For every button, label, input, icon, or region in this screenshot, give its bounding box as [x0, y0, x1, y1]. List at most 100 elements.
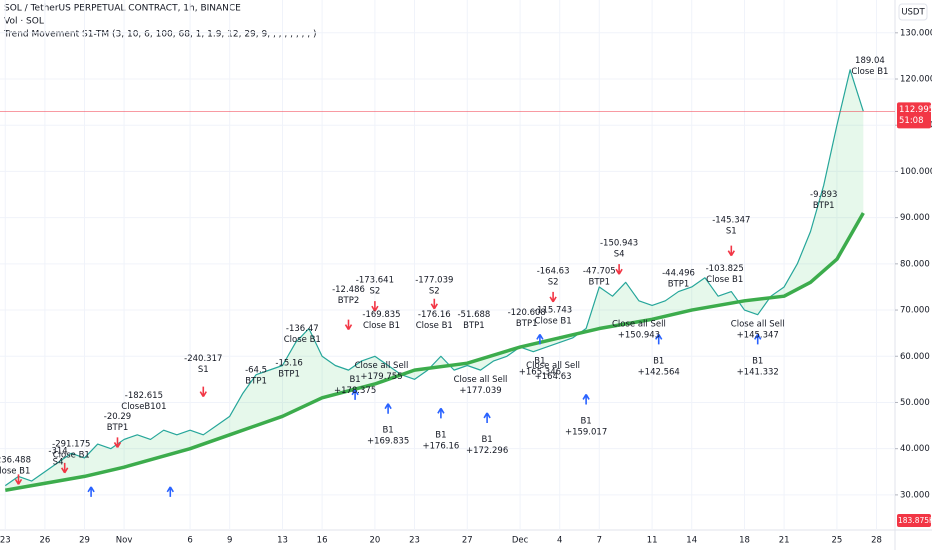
annotation-text: -9.893 — [810, 190, 837, 200]
x-tick-label: 21 — [779, 536, 790, 546]
annotation-text: -12.486 — [332, 285, 365, 295]
last-volume-label: 183.875K — [898, 516, 932, 525]
annotation: Close all Sell+150.943 — [612, 319, 666, 340]
x-tick-label: 26 — [39, 536, 50, 546]
annotation: B1+165.346 — [519, 356, 561, 377]
annotation: B1+142.564 — [638, 356, 680, 377]
annotation-text: -145.347 — [712, 215, 750, 225]
annotation-text: +159.017 — [565, 427, 607, 437]
y-tick-label: 90.000 — [900, 213, 930, 223]
sell-arrow — [14, 474, 23, 485]
buy-arrow — [754, 333, 762, 345]
sell-arrow — [371, 301, 379, 312]
annotation-text: BTP1 — [278, 370, 300, 380]
annotation-text: Close B1 — [535, 317, 572, 327]
annotation-text: +150.943 — [618, 330, 660, 340]
annotation-text: S2 — [429, 287, 440, 297]
annotation-text: +142.564 — [638, 367, 680, 377]
x-tick-label: 20 — [369, 536, 380, 546]
symbol-title: SOL / TetherUS PERPETUAL CONTRACT, 1h, B… — [4, 4, 241, 14]
sell-arrow — [430, 298, 438, 310]
sell-arrow — [113, 437, 122, 448]
x-tick-label: 23 — [409, 536, 420, 546]
volume-legend[interactable]: Vol · SOL — [4, 17, 44, 27]
annotation-text: -64.5 — [245, 366, 267, 376]
buy-arrow — [582, 394, 590, 405]
currency-label[interactable]: USDT — [901, 8, 925, 18]
y-tick-label: 120.000 — [900, 75, 932, 85]
y-tick-label: 100.000 — [900, 167, 932, 177]
annotation-text: Close B1 — [363, 321, 400, 331]
annotation-text: -47.705 — [583, 266, 616, 276]
grid-layer — [0, 0, 895, 530]
annotation-text: -291.175 — [52, 440, 90, 450]
annotation: B1+178.375 — [334, 375, 376, 396]
y-tick-label: 60.000 — [900, 352, 930, 362]
annotation-text: Close all Sell — [612, 319, 666, 329]
y-tick-label: 80.000 — [900, 259, 930, 269]
sell-arrow — [727, 245, 735, 257]
x-tick-label: 23 — [0, 536, 11, 546]
last-price-box — [897, 102, 931, 129]
annotation-text: +177.039 — [459, 386, 501, 396]
x-tick-label: 27 — [462, 536, 473, 546]
indicator-legend[interactable]: Trend Movement S1-TM (3, 10, 6, 100, 68,… — [3, 30, 317, 40]
buy-arrow — [87, 486, 95, 497]
x-tick-label: Nov — [116, 536, 133, 546]
annotation-text: Close all Sell — [526, 361, 580, 371]
annotation-text: +178.375 — [334, 386, 376, 396]
annotation-text: BTP1 — [589, 277, 611, 287]
annotation-text: -240.317 — [184, 354, 222, 364]
annotation: Close all Sell+179.755 — [355, 361, 409, 382]
currency-button[interactable] — [898, 3, 928, 21]
annotation-text: S1 — [198, 365, 209, 375]
annotation: Close all Sell+177.039 — [454, 375, 508, 396]
buy-arrow — [384, 403, 392, 414]
annotation-text: Close B1 — [284, 335, 321, 345]
annotation-text: -44.496 — [662, 269, 695, 279]
annotation-text: Close all Sell — [731, 319, 785, 329]
annotation-text: -177.039 — [415, 276, 453, 286]
buy-arrow — [437, 407, 445, 419]
annotation-text: -103.825 — [706, 264, 744, 274]
buy-arrow — [536, 333, 544, 345]
sell-arrow — [60, 462, 69, 474]
annotation-text: B1 — [580, 416, 591, 426]
annotation-text: B1 — [481, 435, 492, 445]
annotation-text: +176.16 — [422, 441, 459, 451]
annotation-text: +165.346 — [519, 367, 561, 377]
annotation-text: +164.63 — [535, 372, 572, 382]
volume-box — [897, 514, 931, 527]
annotation-text: -150.943 — [600, 239, 638, 249]
sell-arrow — [615, 264, 623, 275]
annotation-text: S2 — [369, 287, 380, 297]
annotation-text: S4 — [53, 457, 64, 467]
annotation-text: +141.332 — [737, 367, 779, 377]
annotation: -236.488Close B1 — [0, 456, 31, 477]
annotation-text: -51.688 — [457, 310, 490, 320]
buy-arrow — [351, 389, 359, 400]
annotation-text: B1 — [534, 356, 545, 366]
annotation-text: S4 — [614, 250, 625, 260]
annotation: B1+172.296 — [466, 435, 508, 456]
annotation-text: BTP1 — [245, 377, 267, 387]
y-tick-label: 70.000 — [900, 306, 930, 316]
annotation-text: Close all Sell — [454, 375, 508, 385]
